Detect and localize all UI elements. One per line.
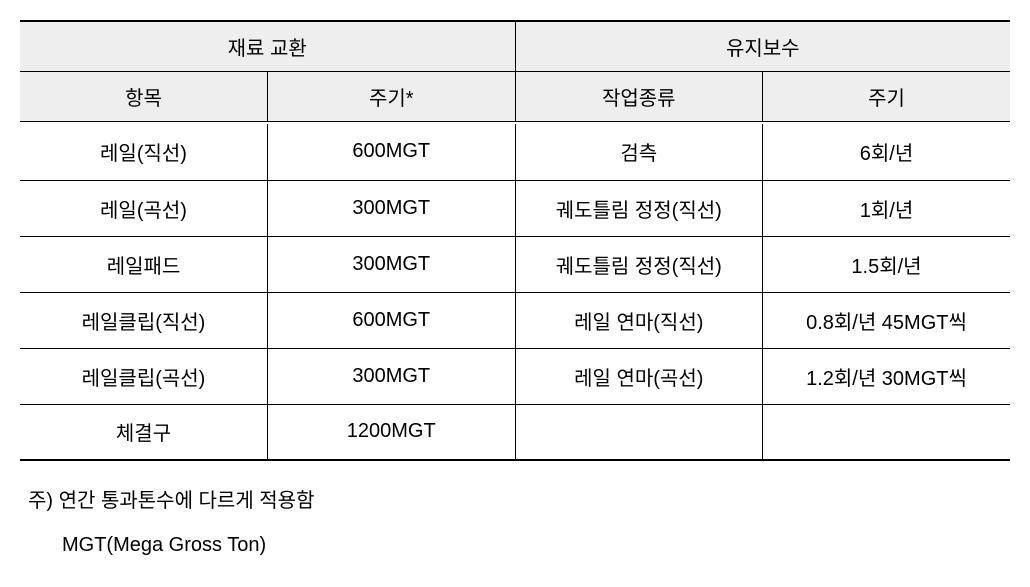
col-header-worktype: 작업종류 [515, 71, 763, 121]
table-row: 체결구 1200MGT [20, 404, 1010, 460]
table-row: 레일클립(곡선) 300MGT 레일 연마(곡선) 1.2회/년 30MGT씩 [20, 348, 1010, 404]
cell: 레일(곡선) [20, 180, 268, 236]
cell: 1.2회/년 30MGT씩 [763, 348, 1011, 404]
cell: 레일패드 [20, 236, 268, 292]
cell: 600MGT [268, 292, 516, 348]
cell: 레일(직선) [20, 124, 268, 180]
col-header-cycle2: 주기 [763, 71, 1011, 121]
cell [763, 404, 1011, 460]
cell: 600MGT [268, 124, 516, 180]
cell: 1회/년 [763, 180, 1011, 236]
cell: 300MGT [268, 236, 516, 292]
cell: 레일 연마(곡선) [515, 348, 763, 404]
table-row: 레일(곡선) 300MGT 궤도틀림 정정(직선) 1회/년 [20, 180, 1010, 236]
header-group-row: 재료 교환 유지보수 [20, 21, 1010, 71]
header-group-left: 재료 교환 [20, 21, 515, 71]
header-group-right: 유지보수 [515, 21, 1010, 71]
cell: 300MGT [268, 348, 516, 404]
col-header-item: 항목 [20, 71, 268, 121]
cell: 레일클립(곡선) [20, 348, 268, 404]
cell [515, 404, 763, 460]
cell: 6회/년 [763, 124, 1011, 180]
footnote-line: 주) 연간 통과톤수에 다르게 적용함 [28, 479, 1010, 523]
cell: 검측 [515, 124, 763, 180]
cell: 체결구 [20, 404, 268, 460]
cell: 궤도틀림 정정(직선) [515, 236, 763, 292]
cell: 레일 연마(직선) [515, 292, 763, 348]
footnote-line: MGT(Mega Gross Ton) [28, 523, 1010, 567]
cell: 0.8회/년 45MGT씩 [763, 292, 1011, 348]
cell: 1.5회/년 [763, 236, 1011, 292]
cell: 1200MGT [268, 404, 516, 460]
table-body: 레일(직선) 600MGT 검측 6회/년 레일(곡선) 300MGT 궤도틀림… [20, 124, 1010, 460]
cell: 궤도틀림 정정(직선) [515, 180, 763, 236]
cell: 레일클립(직선) [20, 292, 268, 348]
table-row: 레일패드 300MGT 궤도틀림 정정(직선) 1.5회/년 [20, 236, 1010, 292]
cell: 300MGT [268, 180, 516, 236]
footnotes: 주) 연간 통과톤수에 다르게 적용함 MGT(Mega Gross Ton) [20, 479, 1010, 567]
table-row: 레일(직선) 600MGT 검측 6회/년 [20, 124, 1010, 180]
header-column-row: 항목 주기* 작업종류 주기 [20, 71, 1010, 121]
col-header-cycle1: 주기* [268, 71, 516, 121]
table-row: 레일클립(직선) 600MGT 레일 연마(직선) 0.8회/년 45MGT씩 [20, 292, 1010, 348]
data-table: 재료 교환 유지보수 항목 주기* 작업종류 주기 레일(직선) 600MGT … [20, 20, 1010, 461]
